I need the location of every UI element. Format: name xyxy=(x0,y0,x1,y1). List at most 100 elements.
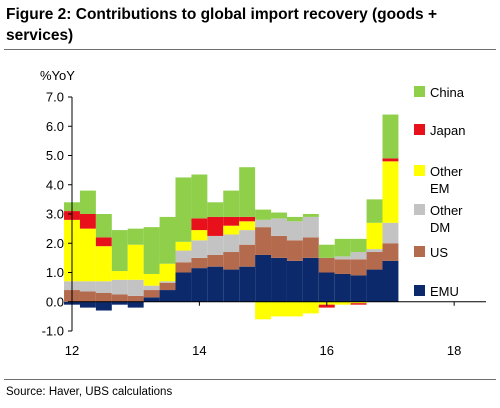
bar-segment-emu xyxy=(350,275,367,302)
legend-swatch-other-em xyxy=(414,165,425,176)
bar-segment-other-em xyxy=(127,244,144,280)
y-tick-label: 4.0 xyxy=(46,177,64,192)
bar-segment-emu xyxy=(79,301,96,308)
bar-segment-emu xyxy=(239,266,256,302)
bar-segment-china xyxy=(143,227,160,274)
bar-segment-us xyxy=(382,243,399,261)
bar-segment-other-dm xyxy=(175,250,192,263)
y-tick-label: 6.0 xyxy=(46,119,64,134)
bar-segment-other-em xyxy=(366,222,383,250)
bar-segment-us xyxy=(350,259,367,276)
bar-segment-other-dm xyxy=(207,235,224,255)
bar-segment-other-em xyxy=(255,301,272,320)
bar-segment-other-em xyxy=(159,263,176,282)
bar-segment-china xyxy=(350,238,367,253)
bar-segment-emu xyxy=(318,272,335,302)
bar-segment-china xyxy=(302,214,319,217)
bar-segment-other-em xyxy=(223,225,240,235)
legend-label-us: US xyxy=(430,245,448,260)
bar-segment-us xyxy=(95,292,112,302)
bar-segment-us xyxy=(302,237,319,258)
bar-segment-china xyxy=(159,216,176,264)
bar-segment-emu xyxy=(159,290,176,302)
y-tick-label: 0.0 xyxy=(46,294,64,309)
bar-segment-other-em xyxy=(302,301,319,314)
bar-segment-other-em xyxy=(111,271,128,280)
bar-segment-us xyxy=(239,244,256,267)
legend-swatch-us xyxy=(414,246,425,257)
bar-segment-other-dm xyxy=(143,285,160,291)
bar-segment-china xyxy=(223,190,240,217)
bar-segment-china xyxy=(334,238,351,257)
bar-segment-us xyxy=(79,291,96,302)
legend-label-other-em: Other xyxy=(430,164,463,179)
bar-segment-emu xyxy=(223,269,240,302)
bar-segment-other-em xyxy=(271,301,287,317)
bar-segment-us xyxy=(223,252,240,270)
bar-segment-japan xyxy=(350,303,367,305)
source-note: Source: Haver, UBS calculations xyxy=(6,386,173,398)
bar-segment-china xyxy=(366,199,383,223)
bar-segment-us xyxy=(127,295,144,302)
bar-segment-other-em xyxy=(95,246,112,282)
y-tick-label: 1.0 xyxy=(46,265,64,280)
bar-segment-japan xyxy=(318,304,335,308)
bar-segment-emu xyxy=(334,273,351,302)
bar-segment-us xyxy=(159,282,176,291)
legend-label-other-dm: DM xyxy=(430,220,450,235)
bar-segment-us xyxy=(191,257,208,269)
bar-segment-us xyxy=(111,294,128,302)
y-tick-label: 3.0 xyxy=(46,207,64,222)
legend-swatch-other-dm xyxy=(414,204,425,215)
bar-segment-other-dm xyxy=(223,234,240,253)
bar-segment-japan xyxy=(382,158,399,162)
bar-segment-other-dm xyxy=(79,281,96,292)
bar-segment-us xyxy=(207,254,224,267)
bar-segment-other-dm xyxy=(191,240,208,258)
bar-segment-emu xyxy=(143,297,160,302)
bar-segment-other-dm xyxy=(271,218,287,236)
bar-segment-china xyxy=(79,190,96,214)
bar-segment-other-dm xyxy=(286,221,303,241)
bar-segment-us xyxy=(271,235,287,258)
bar-segment-japan xyxy=(239,216,256,222)
bar-segment-emu xyxy=(286,260,303,302)
bar-segment-emu xyxy=(95,301,112,311)
bar-segment-emu xyxy=(366,269,383,302)
bar-segment-china xyxy=(239,167,256,217)
bar-segment-emu xyxy=(207,266,224,302)
legend: China Japan Other EM Other DM US EMU xyxy=(414,85,465,299)
bar-segment-other-dm xyxy=(239,230,256,245)
bar-segment-us xyxy=(318,257,335,273)
chart-title: Figure 2: Contributions to global import… xyxy=(6,6,438,44)
x-tick-label: 18 xyxy=(447,343,461,358)
bar-segment-emu xyxy=(271,257,287,302)
bar-segment-emu xyxy=(191,268,208,302)
bar-segment-other-em xyxy=(239,221,256,231)
bar-segment-other-dm xyxy=(334,256,351,260)
bar-segment-emu xyxy=(111,301,128,305)
bar-segment-other-em xyxy=(382,161,399,223)
bar-segment-other-dm xyxy=(255,219,272,228)
y-axis-label: %YoY xyxy=(40,68,75,83)
bar-segment-other-dm xyxy=(350,252,367,260)
legend-swatch-china xyxy=(414,86,425,97)
y-tick-label: 5.0 xyxy=(46,148,64,163)
bar-segment-emu xyxy=(127,301,144,308)
bar-segment-emu xyxy=(302,257,319,302)
bar-segment-us xyxy=(366,252,383,270)
axes: 7.0 6.0 5.0 4.0 3.0 2.0 1.0 0.0 -1.012 14 16 18 xyxy=(42,90,486,358)
bar-segment-us xyxy=(143,290,160,298)
legend-swatch-japan xyxy=(414,124,425,135)
x-tick-label: 14 xyxy=(192,343,206,358)
bar-segment-other-dm xyxy=(382,222,399,244)
bar-segment-us xyxy=(255,227,272,255)
bar-segment-other-dm xyxy=(366,249,383,253)
bar-segment-other-dm xyxy=(302,216,319,238)
bar-segment-japan xyxy=(207,216,224,236)
bar-segment-china xyxy=(271,212,287,219)
bar-segment-china xyxy=(286,216,303,222)
bar-segment-other-dm xyxy=(159,281,176,283)
bar-segment-other-dm xyxy=(127,279,144,296)
